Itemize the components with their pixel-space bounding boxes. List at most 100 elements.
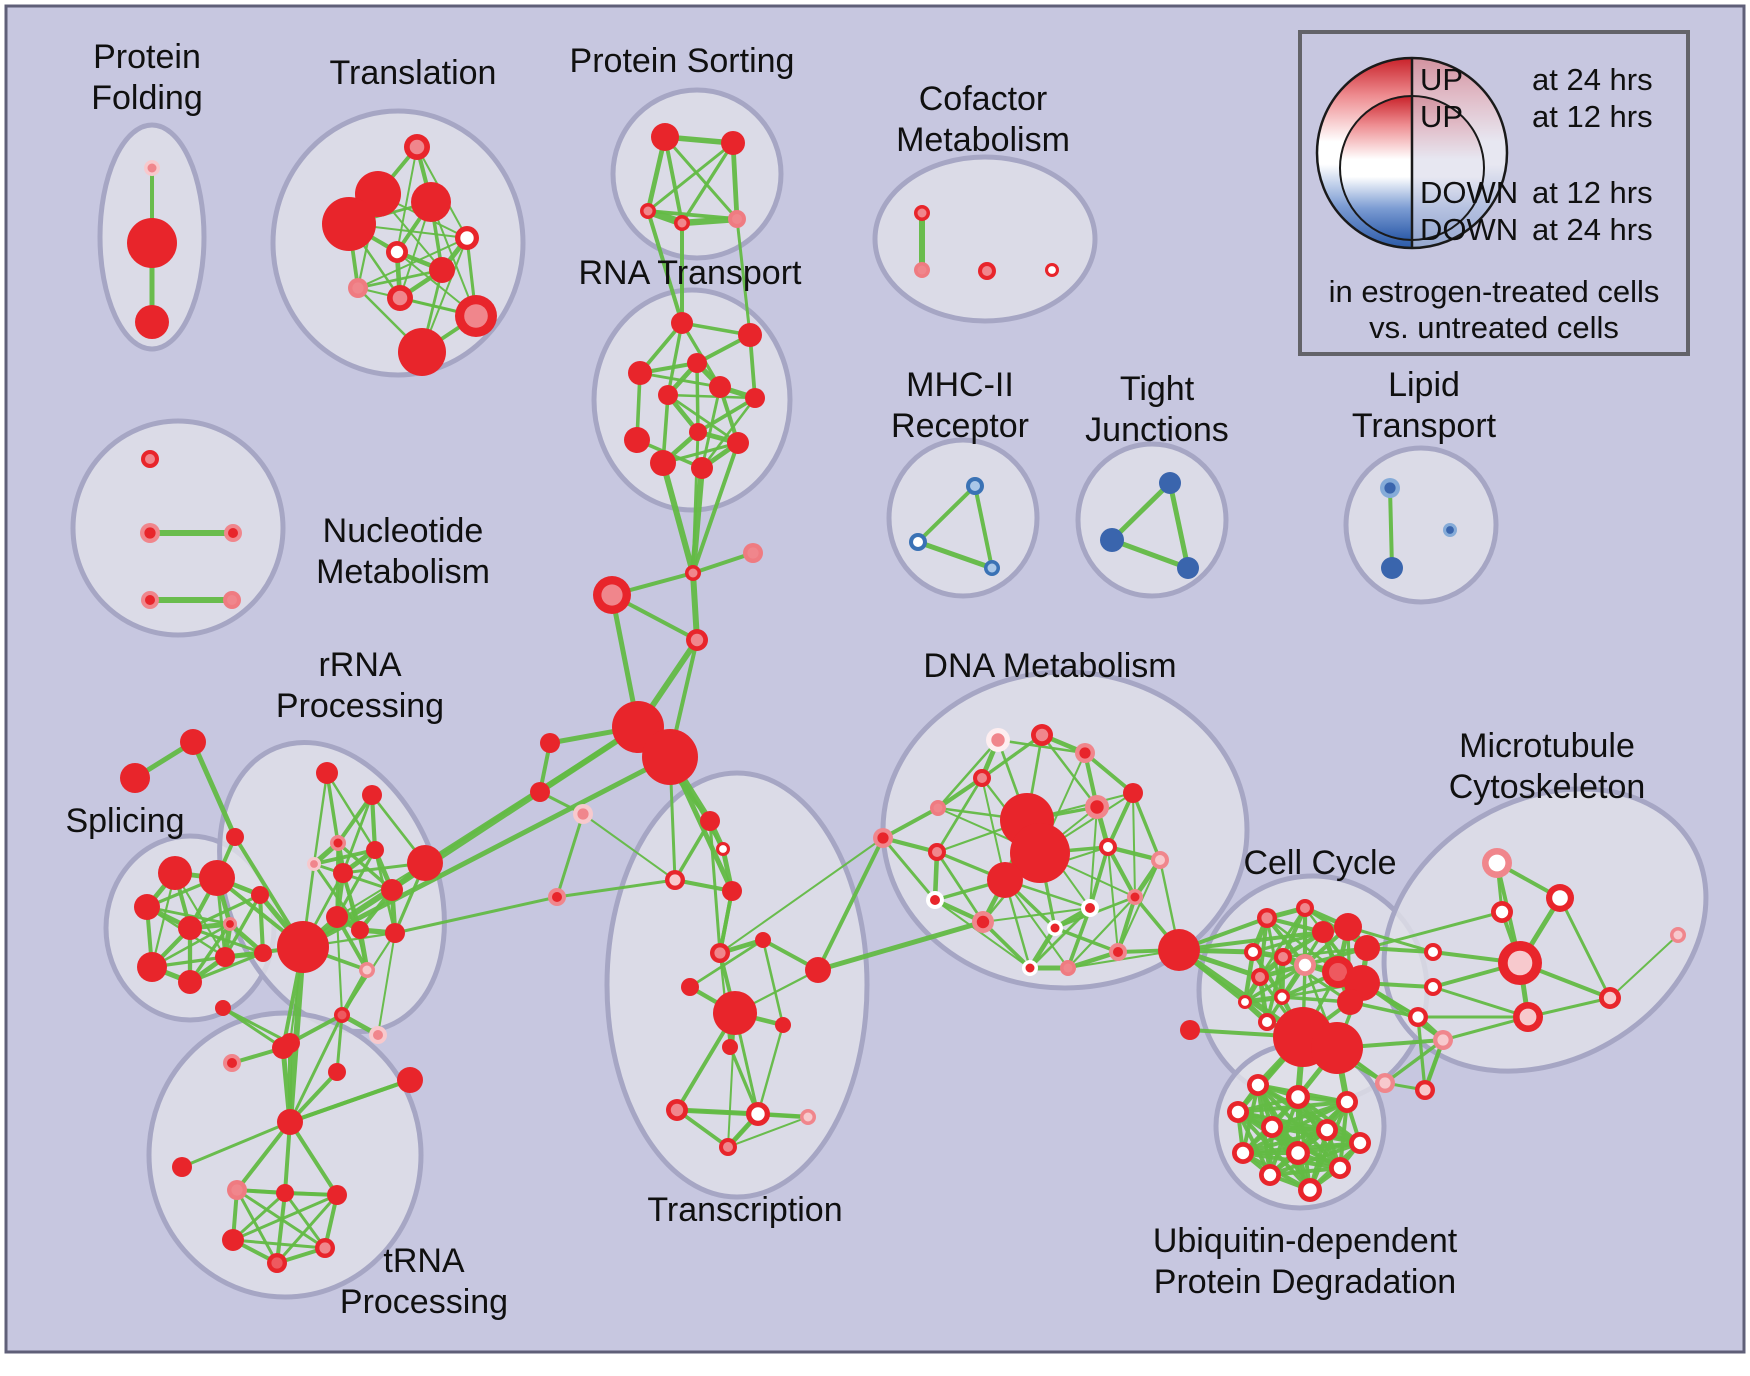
node-center-nucleotide-metabolism xyxy=(144,527,156,539)
node-rrna-processing xyxy=(326,906,348,928)
edge-link xyxy=(727,1012,736,1148)
node-center-cell-cycle xyxy=(1419,1084,1431,1096)
cluster-ellipse-mhc-ii-receptor xyxy=(886,437,1040,599)
cluster-label-protein-sorting: Protein Sorting xyxy=(570,42,795,80)
node-center-nucleotide-metabolism xyxy=(145,595,155,605)
cluster-label-tight-junctions: Tight xyxy=(1120,370,1195,408)
edge-link xyxy=(727,1116,809,1148)
edge-transcription xyxy=(728,1045,760,1116)
legend-direction-label-0: UP xyxy=(1420,62,1463,97)
edge-link xyxy=(691,551,755,575)
cluster-ellipse-cofactor-metabolism xyxy=(872,154,1098,324)
edge-cell-cycle xyxy=(1383,1038,1445,1085)
node-center-microtubule-cytoskeleton xyxy=(1428,947,1438,957)
edge-transcription xyxy=(756,1023,785,1116)
edge-link xyxy=(288,1078,412,1124)
node-center-transcription xyxy=(714,947,726,959)
edge-trna-processing xyxy=(180,1120,292,1169)
node-center-translation xyxy=(392,290,408,306)
legend-footer-line-0: in estrogen-treated cells xyxy=(1329,274,1660,309)
node-center-trna-processing xyxy=(319,1242,331,1254)
node-center-translation xyxy=(409,139,425,155)
node-center-cofactor-metabolism xyxy=(917,265,927,275)
edge-tight-junctions xyxy=(1109,480,1173,543)
node-dna-metabolism xyxy=(1123,783,1143,803)
node-splicing xyxy=(137,952,167,982)
node-center-connectors xyxy=(690,633,704,647)
node-center-cell-cycle xyxy=(1278,952,1288,962)
node-translation xyxy=(411,182,451,222)
node-center-dna-metabolism xyxy=(933,803,943,813)
edge-link xyxy=(1365,910,1504,950)
node-rrna-processing xyxy=(381,879,403,901)
node-center-transcription xyxy=(669,874,681,886)
node-rna-transport xyxy=(671,312,693,334)
cluster-label-microtubule-cytoskeleton: Microtubule xyxy=(1459,727,1635,765)
node-dna-metabolism xyxy=(1010,823,1070,883)
node-transcription xyxy=(713,991,757,1035)
node-rna-transport xyxy=(624,427,650,453)
node-connectors xyxy=(530,782,550,802)
edge-rna-transport xyxy=(666,393,757,400)
edge-trna-processing xyxy=(275,1191,287,1265)
node-transcription xyxy=(722,1039,738,1055)
node-center-connectors xyxy=(601,584,623,606)
legend-time-label-0: at 24 hrs xyxy=(1532,62,1653,97)
node-rrna-processing xyxy=(385,923,405,943)
node-center-microtubule-cytoskeleton xyxy=(1673,930,1683,940)
edge-protein-sorting xyxy=(646,141,735,213)
edge-rrna-processing xyxy=(312,862,394,892)
node-center-cell-cycle xyxy=(1412,1011,1424,1023)
node-center-nucleotide-metabolism xyxy=(228,528,238,538)
edge-link xyxy=(221,1006,292,1045)
node-center-cell-cycle xyxy=(1300,903,1310,913)
edge-dna-metabolism xyxy=(1132,792,1136,898)
node-center-connectors xyxy=(747,547,759,559)
node-connectors xyxy=(226,828,244,846)
node-center-connectors xyxy=(688,568,698,578)
node-center-rrna-processing xyxy=(362,965,372,975)
cluster-label-microtubule-cytoskeleton: Cytoskeleton xyxy=(1449,768,1646,806)
node-center-cell-cycle xyxy=(1262,1017,1272,1027)
edge-translation xyxy=(356,268,444,290)
edge-dna-metabolism xyxy=(936,738,1000,810)
node-center-transcription xyxy=(670,1103,684,1117)
node-center-dna-metabolism xyxy=(877,832,889,844)
node-center-dna-metabolism xyxy=(1063,963,1073,973)
node-center-trna-processing xyxy=(271,1257,283,1269)
edge-tight-junctions xyxy=(1109,537,1191,571)
node-rrna-processing xyxy=(362,785,382,805)
edge-dna-metabolism xyxy=(934,899,1031,969)
edge-link xyxy=(646,209,684,325)
node-cell-cycle xyxy=(1334,913,1362,941)
edge-cell-cycle xyxy=(1281,946,1369,959)
edge-trna-processing xyxy=(235,1188,279,1265)
node-rrna-processing xyxy=(407,845,443,881)
edge-transcription xyxy=(761,938,785,1027)
node-center-splicing xyxy=(226,920,234,928)
cluster-ellipse-transcription xyxy=(604,770,870,1200)
edge-lipid-transport xyxy=(1388,486,1394,570)
edge-splicing xyxy=(188,893,262,930)
node-translation xyxy=(398,328,446,376)
node-tight-junctions xyxy=(1177,557,1199,579)
edge-translation xyxy=(357,237,468,289)
cluster-label-protein-folding: Protein xyxy=(93,38,201,76)
node-center-nucleotide-metabolism xyxy=(145,454,155,464)
edge-link xyxy=(190,739,238,840)
node-splicing xyxy=(158,856,192,890)
node-center-translation xyxy=(390,245,404,259)
node-center-lipid-transport xyxy=(1384,482,1396,494)
edge-link xyxy=(690,570,700,643)
node-trna-processing xyxy=(328,1063,346,1081)
node-center-ubiquitin-degradation xyxy=(1263,1168,1277,1182)
edge-link xyxy=(708,819,722,955)
node-center-dna-metabolism xyxy=(1090,800,1104,814)
node-center-ubiquitin-degradation xyxy=(1291,1146,1305,1160)
edge-rna-transport xyxy=(696,396,757,434)
node-center-ubiquitin-degradation xyxy=(1291,1090,1305,1104)
node-center-cofactor-metabolism xyxy=(1048,266,1056,274)
node-center-translation xyxy=(464,304,488,328)
node-center-transcription xyxy=(803,1112,813,1122)
